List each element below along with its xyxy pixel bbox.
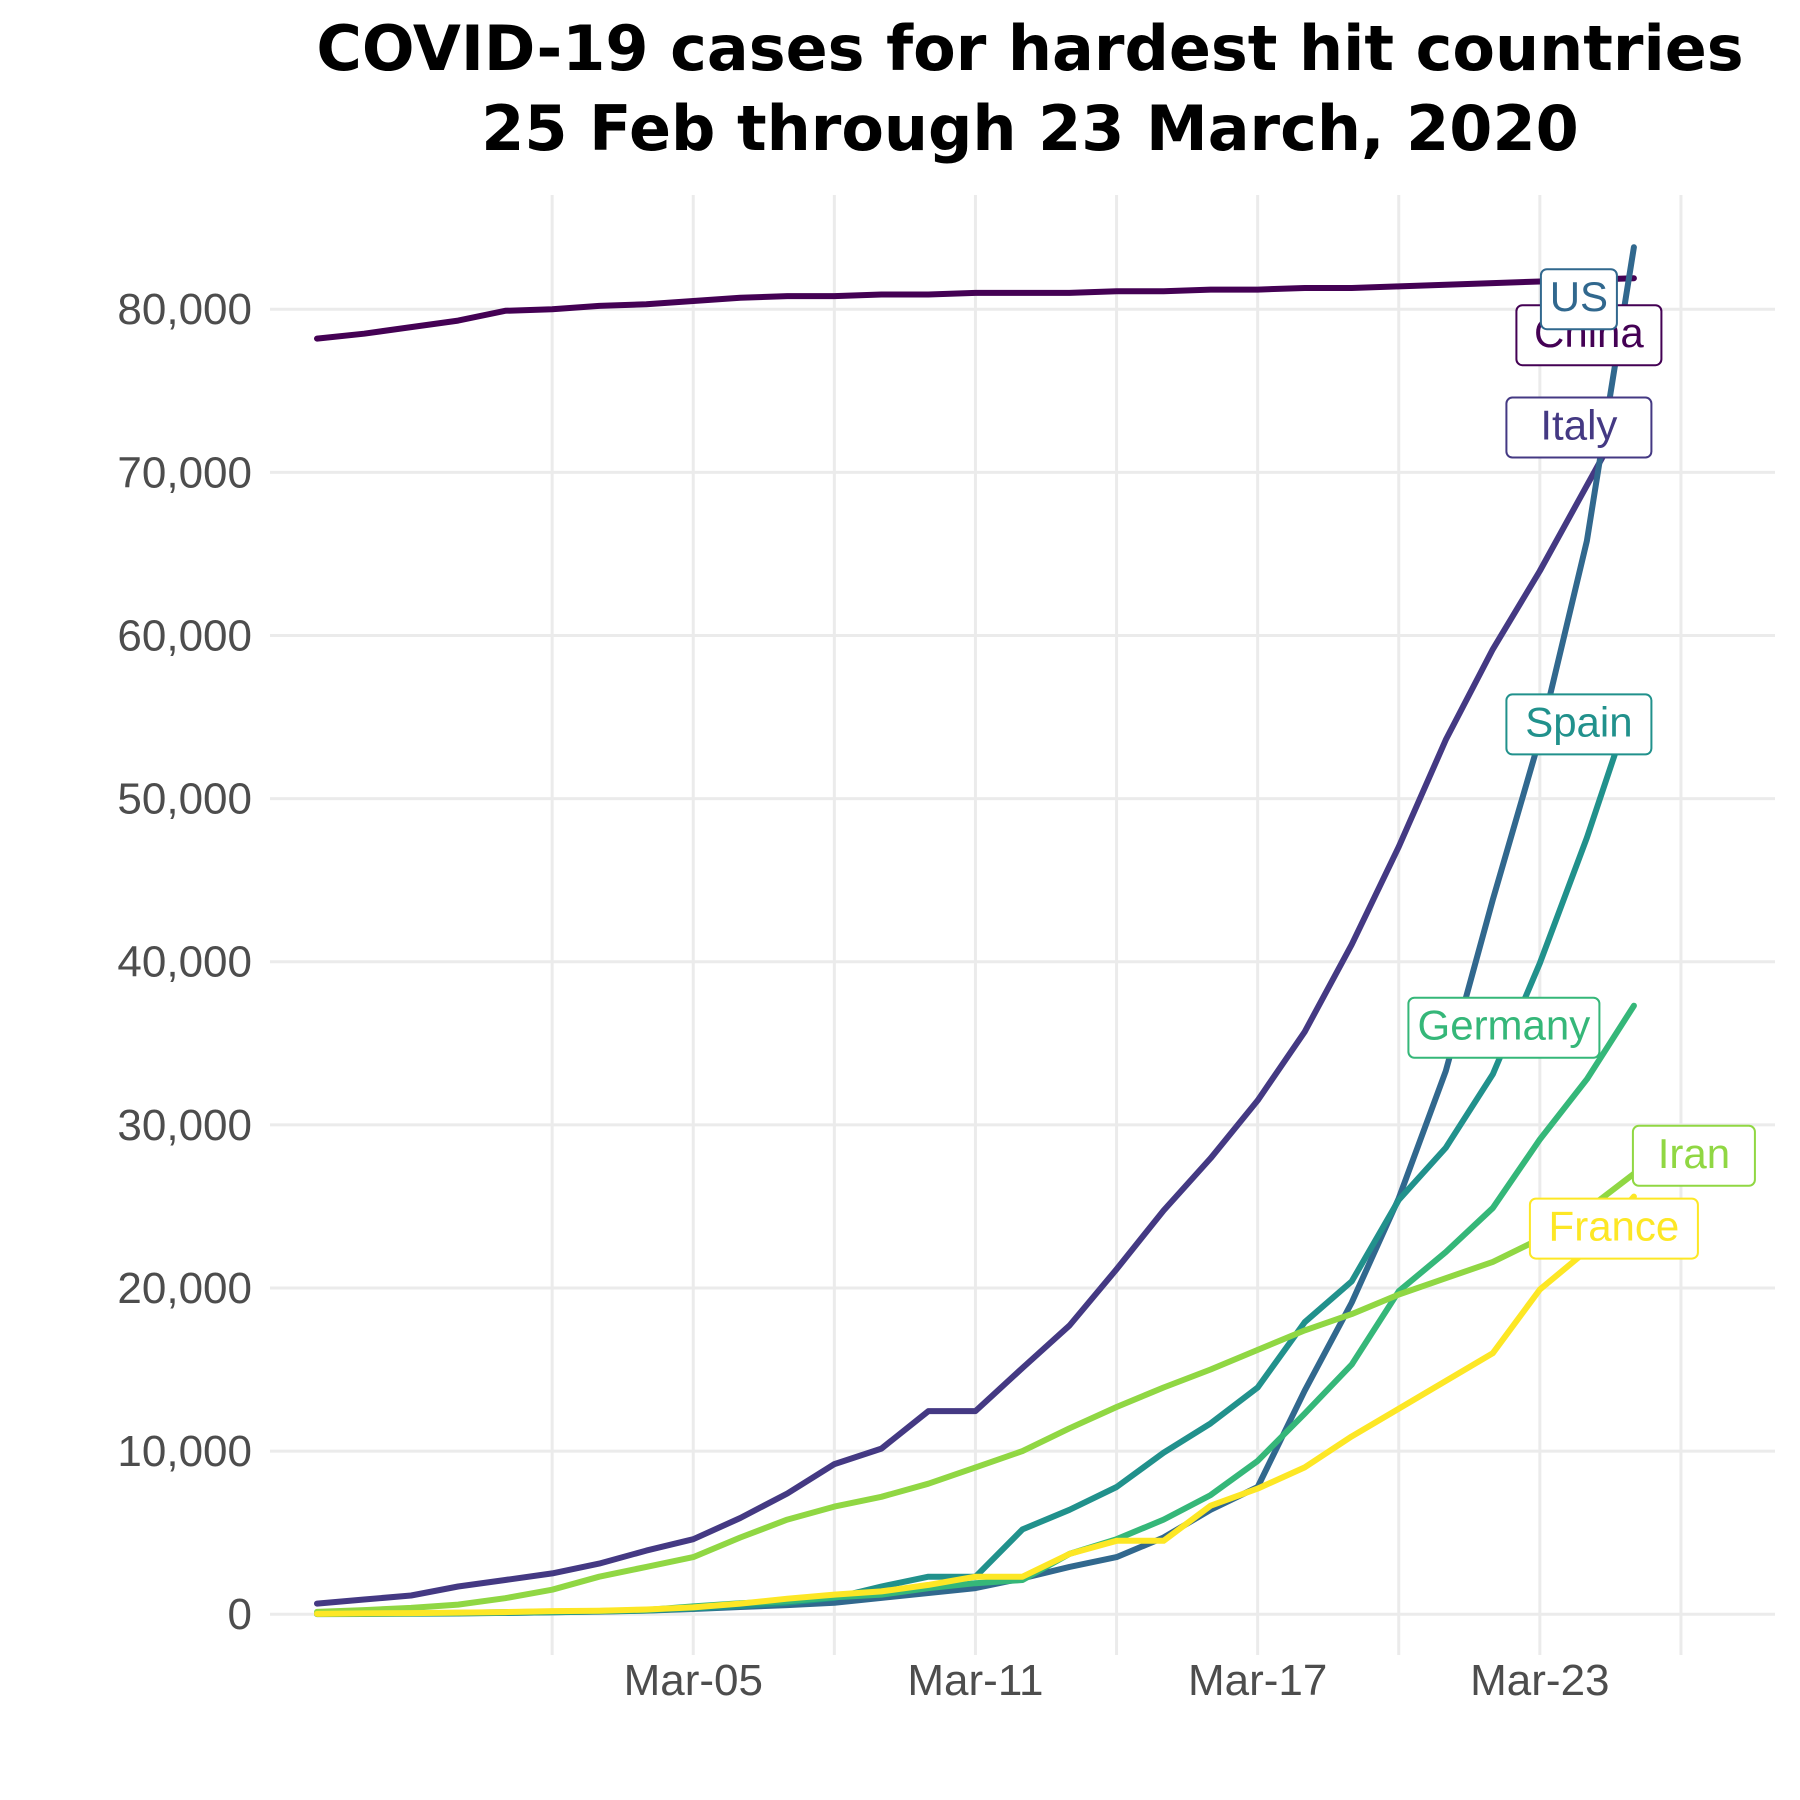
chart-title-line-1: COVID-19 cases for hardest hit countries: [316, 12, 1743, 85]
series-label-text: France: [1549, 1203, 1680, 1250]
series-label-box: [1505, 396, 1653, 459]
series-label-text: Iran: [1658, 1130, 1730, 1177]
series-line-china: [314, 275, 1637, 342]
series-label-text: Germany: [1418, 1002, 1591, 1049]
series-label-italy: Italy: [1505, 396, 1653, 459]
series-lines: [314, 244, 1637, 1618]
y-tick-label: 50,000: [117, 775, 252, 824]
y-axis-tick-labels: 0 10,000 20,000 30,000 40,000 50,000 60,000 70,…: [117, 285, 252, 1639]
y-tick-label: 10,000: [117, 1427, 252, 1476]
series-label-france: France: [1528, 1197, 1699, 1260]
series-label-iran: Iran: [1631, 1124, 1756, 1187]
series-label-us: US: [1539, 268, 1618, 331]
series-label-germany: Germany: [1407, 996, 1601, 1059]
y-tick-label: 40,000: [117, 938, 252, 987]
x-tick-label: Mar-11: [907, 1656, 1043, 1705]
chart-title-line-2: 25 Feb through 23 March, 2020: [481, 92, 1578, 165]
series-label-box: [1539, 268, 1618, 331]
x-tick-label: Mar-23: [1470, 1656, 1609, 1705]
y-tick-label: 60,000: [117, 611, 252, 660]
series-label-box: [1631, 1124, 1756, 1187]
y-tick-label: 70,000: [117, 448, 252, 497]
series-line-france: [314, 1193, 1637, 1617]
series-line-italy: [314, 397, 1637, 1607]
series-label-text: Italy: [1540, 402, 1617, 449]
y-tick-label: 80,000: [117, 285, 252, 334]
series-label-text: Spain: [1525, 698, 1632, 745]
series-label-box: [1528, 1197, 1699, 1260]
series-label-box: [1407, 996, 1601, 1059]
series-label-spain: Spain: [1505, 693, 1653, 756]
series-label-text: US: [1550, 273, 1608, 320]
y-tick-label: 20,000: [117, 1264, 252, 1313]
series-label-box: [1505, 693, 1653, 756]
x-tick-label: Mar-05: [624, 1656, 763, 1705]
y-tick-label: 0: [228, 1590, 252, 1639]
x-tick-label: Mar-17: [1188, 1656, 1327, 1705]
y-tick-label: 30,000: [117, 1101, 252, 1150]
series-line-iran: [314, 1170, 1637, 1615]
x-axis-tick-labels: Mar-05 Mar-11 Mar-17 Mar-23: [624, 1656, 1610, 1705]
